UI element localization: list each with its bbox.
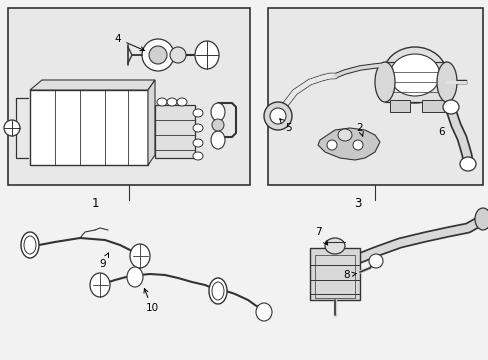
- Ellipse shape: [374, 62, 394, 102]
- Ellipse shape: [212, 282, 224, 300]
- Ellipse shape: [193, 109, 203, 117]
- Text: 9: 9: [100, 253, 108, 269]
- Bar: [309, 248, 359, 300]
- Bar: [30, 90, 148, 165]
- Text: 6: 6: [438, 127, 445, 137]
- Text: 3: 3: [354, 197, 361, 210]
- Ellipse shape: [368, 254, 382, 268]
- Bar: [155, 105, 195, 158]
- Ellipse shape: [264, 102, 291, 130]
- Ellipse shape: [337, 129, 351, 141]
- Ellipse shape: [326, 140, 336, 150]
- Bar: [389, 100, 409, 112]
- Ellipse shape: [24, 236, 36, 254]
- Text: 8: 8: [343, 270, 356, 280]
- Ellipse shape: [142, 39, 174, 71]
- Ellipse shape: [436, 62, 456, 102]
- Ellipse shape: [210, 103, 224, 121]
- Bar: [384, 62, 446, 102]
- Polygon shape: [30, 80, 155, 90]
- Text: 7: 7: [314, 227, 327, 245]
- Bar: [8, 8, 249, 185]
- Ellipse shape: [193, 124, 203, 132]
- Ellipse shape: [90, 273, 110, 297]
- Ellipse shape: [193, 139, 203, 147]
- Ellipse shape: [149, 46, 167, 64]
- Ellipse shape: [208, 278, 226, 304]
- Text: 1: 1: [91, 197, 99, 210]
- Ellipse shape: [4, 120, 20, 136]
- Ellipse shape: [325, 238, 345, 254]
- Ellipse shape: [389, 54, 439, 96]
- Bar: [314, 255, 354, 298]
- Ellipse shape: [269, 108, 285, 124]
- Polygon shape: [148, 80, 155, 165]
- Ellipse shape: [130, 244, 150, 268]
- Ellipse shape: [170, 47, 185, 63]
- Polygon shape: [209, 283, 225, 299]
- Ellipse shape: [256, 303, 271, 321]
- Ellipse shape: [382, 47, 446, 103]
- Bar: [421, 100, 444, 112]
- Text: 2: 2: [356, 123, 363, 136]
- Polygon shape: [22, 237, 38, 253]
- Text: 5: 5: [279, 119, 292, 133]
- Ellipse shape: [474, 208, 488, 230]
- Ellipse shape: [459, 157, 475, 171]
- Ellipse shape: [157, 98, 167, 106]
- Polygon shape: [317, 128, 379, 160]
- Ellipse shape: [210, 131, 224, 149]
- Ellipse shape: [127, 267, 142, 287]
- Ellipse shape: [21, 232, 39, 258]
- Ellipse shape: [193, 152, 203, 160]
- Bar: [267, 8, 482, 185]
- Ellipse shape: [442, 100, 458, 114]
- Ellipse shape: [167, 98, 177, 106]
- Ellipse shape: [352, 140, 362, 150]
- Ellipse shape: [177, 98, 186, 106]
- Ellipse shape: [212, 119, 224, 131]
- Text: 4: 4: [115, 34, 144, 51]
- Ellipse shape: [195, 41, 219, 69]
- Text: 10: 10: [143, 289, 158, 313]
